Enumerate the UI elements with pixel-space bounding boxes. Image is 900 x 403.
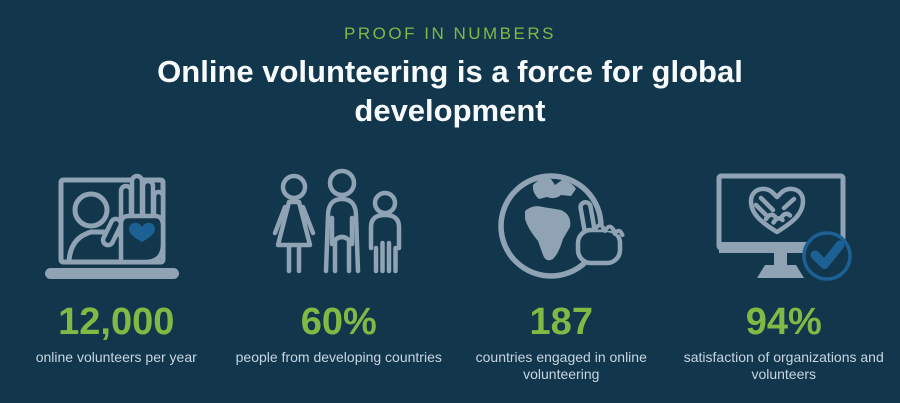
globe-pointer-hand-icon xyxy=(498,173,625,279)
stat-label: people from developing countries xyxy=(235,349,442,365)
stat-label: countries engaged in online volunteering xyxy=(475,349,647,382)
stat-label: satisfaction of organizations and volunt… xyxy=(683,349,884,382)
stat-online-volunteers: 12,000 online volunteers per year xyxy=(5,168,228,383)
heart-icon xyxy=(129,222,156,242)
laptop-raised-hand-heart-icon xyxy=(45,173,180,279)
page-title: Online volunteering is a force for globa… xyxy=(157,54,743,128)
section-kicker: PROOF IN NUMBERS xyxy=(344,24,556,43)
check-badge-icon xyxy=(802,231,852,281)
stats-row: 12,000 online volunteers per year xyxy=(5,168,895,383)
stat-value: 60% xyxy=(300,301,377,343)
stat-developing-countries: 60% people from developing countries xyxy=(228,168,451,383)
stat-value: 187 xyxy=(529,301,593,343)
monitor-handshake-check-icon xyxy=(716,173,852,281)
handshake-heart-icon xyxy=(748,186,805,235)
stat-countries-engaged: 187 countries engaged in online voluntee… xyxy=(450,168,673,383)
stat-value: 94% xyxy=(745,301,822,343)
people-group-icon xyxy=(272,168,401,274)
stat-label: online volunteers per year xyxy=(35,349,197,365)
stat-satisfaction: 94% satisfaction of organizations and vo… xyxy=(673,168,896,383)
stat-value: 12,000 xyxy=(58,301,175,343)
